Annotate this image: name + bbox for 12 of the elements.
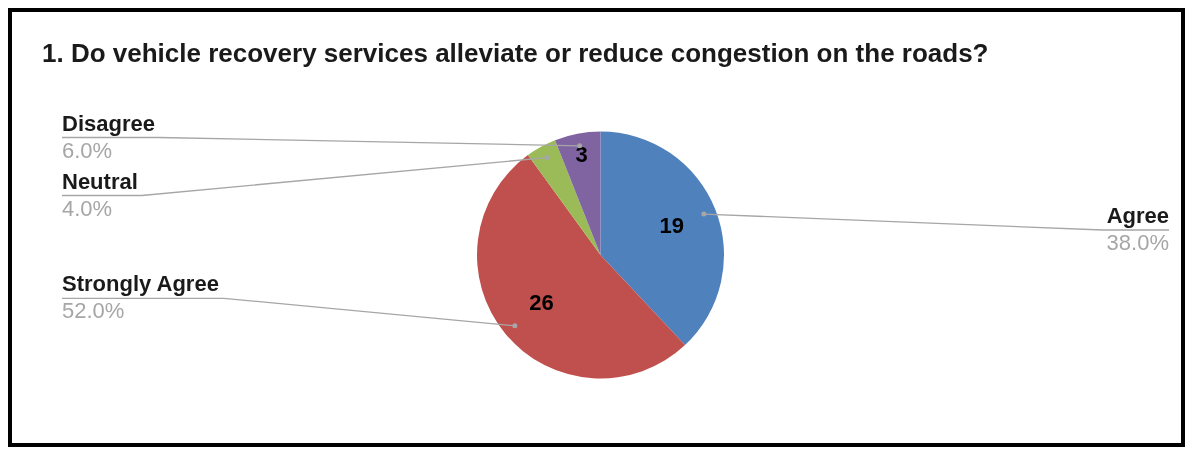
text: 52.0% (62, 298, 125, 324)
slice-label: Agree (1106, 203, 1169, 229)
slice-label: Strongly Agree (62, 271, 219, 297)
text: 4.0% (62, 195, 113, 221)
slice-label: Disagree (62, 110, 155, 136)
text: 38.0% (1106, 230, 1169, 256)
data-label: 19 (659, 212, 684, 238)
text: 6.0% (62, 137, 113, 163)
data-label: 26 (529, 289, 554, 315)
chart-title: 1. Do vehicle recovery services alleviate or reduce congestion on the roads? (42, 38, 990, 69)
data-label: 3 (575, 141, 588, 167)
slice-label: Neutral (62, 168, 138, 194)
